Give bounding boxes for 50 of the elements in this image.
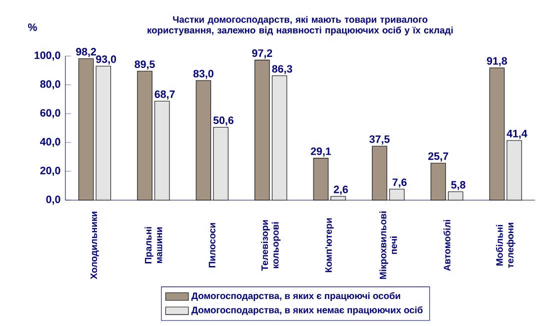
data-label: 86,3 [272, 65, 292, 74]
y-tick-label: 20,0 [40, 166, 60, 176]
data-label: 37,5 [369, 136, 390, 145]
bar [213, 127, 228, 201]
x-tick-label: Мікрохвильові печі [379, 212, 397, 280]
data-label: 89,5 [134, 60, 155, 70]
bar [137, 71, 152, 201]
bar [372, 146, 388, 201]
bar [430, 163, 446, 201]
bar [196, 80, 212, 201]
bar [313, 158, 328, 201]
data-label: 98,2 [76, 48, 96, 58]
y-tick-label: 60,0 [40, 109, 60, 118]
bar [389, 189, 404, 201]
data-label: 5,8 [451, 181, 466, 190]
bar [254, 60, 270, 201]
data-label: 41,4 [506, 130, 528, 140]
x-tick-label: Пральні машини [144, 227, 162, 264]
x-tick-label: Пилососи [208, 223, 216, 268]
bar [330, 196, 346, 201]
data-label: 93,0 [96, 56, 116, 65]
legend-label: Домогосподарства, в яких немає працюючих осіб [191, 306, 423, 316]
y-tick-label: 100,0 [34, 52, 60, 61]
x-tick-label: Автомобілі [443, 220, 450, 272]
bar [448, 192, 464, 201]
x-tick-label: Комп'ютери [325, 218, 334, 272]
bar [154, 101, 170, 201]
x-tick-label: Мобільні телефони [496, 223, 516, 268]
y-tick-label: 80,0 [40, 80, 60, 90]
bar [272, 76, 288, 201]
y-tick-label: 40,0 [40, 138, 60, 148]
legend-label: Домогосподарства, в яких є працюючі особи [191, 292, 400, 302]
chart-title: Частки домогосподарств, які мають товари тривалого користування, залежно від наявності працюючих осіб у їх складі [148, 16, 453, 36]
data-label: 97,2 [252, 50, 272, 59]
data-label: 25,7 [428, 152, 448, 162]
y-tick-label: 0,0 [46, 196, 60, 205]
bar [96, 66, 112, 201]
x-tick-label: Холодильники [90, 212, 99, 280]
x-tick-label: Телевізори кольорові [261, 220, 281, 272]
y-axis-title: % [28, 24, 37, 32]
data-label: 50,6 [213, 116, 234, 126]
bar [489, 68, 505, 201]
data-label: 91,8 [486, 57, 507, 66]
bar [78, 58, 94, 201]
data-label: 2,6 [334, 186, 348, 195]
data-label: 83,0 [193, 70, 214, 80]
bar [506, 140, 522, 201]
data-label: 68,7 [154, 90, 175, 100]
data-label: 29,1 [310, 148, 331, 157]
data-label: 7,6 [392, 178, 407, 188]
